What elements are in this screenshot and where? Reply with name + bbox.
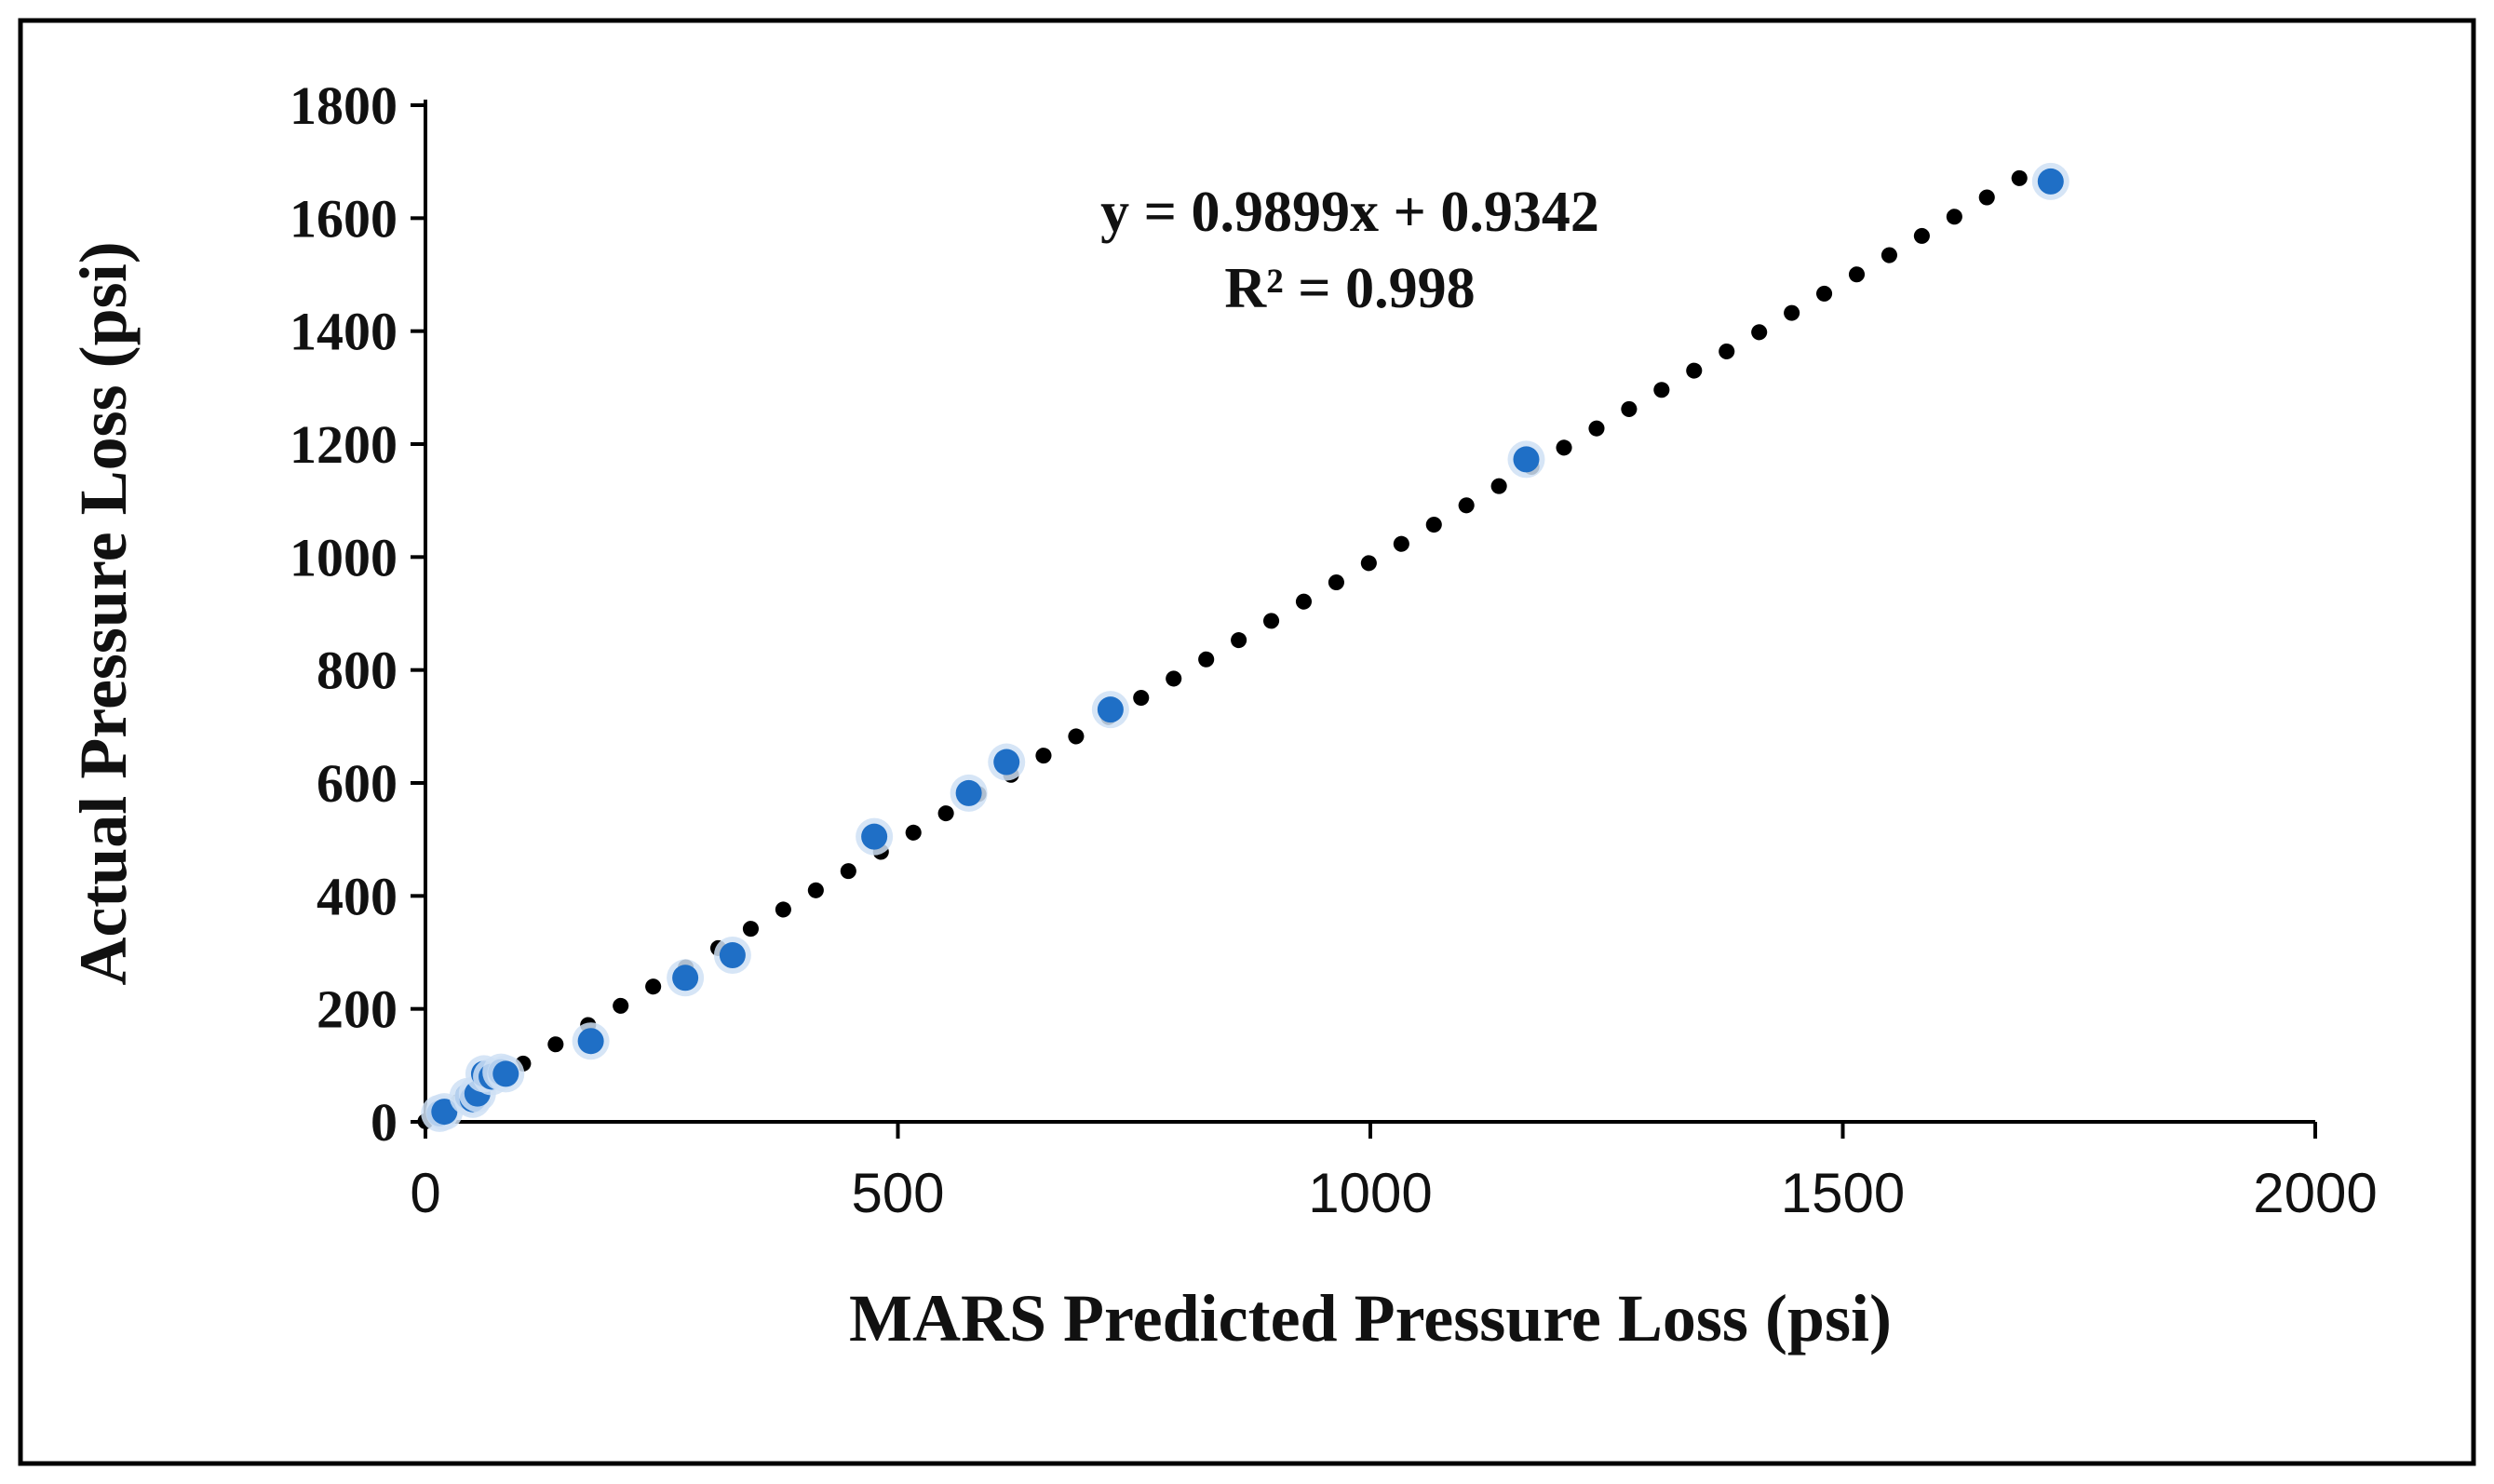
- trendline-path: [417, 163, 2040, 1129]
- trendline-r-squared: R² = 0.998: [1224, 257, 1475, 320]
- y-tick-label: 1400: [290, 302, 398, 362]
- trendline-equation: y = 0.9899x + 0.9342: [1100, 181, 1599, 244]
- x-axis-title: MARS Predicted Pressure Loss (psi): [849, 1281, 1892, 1356]
- y-tick-label: 200: [317, 979, 398, 1040]
- y-tick-label: 400: [317, 866, 398, 926]
- x-tick-label: 1000: [1308, 1162, 1432, 1224]
- data-point: [492, 1060, 519, 1087]
- data-point: [955, 779, 982, 806]
- y-axis-ticks: 0 200 400 600 800 1000 1200 1400 1600 1800: [290, 75, 425, 1153]
- data-point: [1097, 696, 1124, 723]
- y-tick-label: 1000: [290, 527, 398, 587]
- data-point: [577, 1028, 604, 1055]
- y-tick-label: 1600: [290, 188, 398, 249]
- data-point: [2037, 168, 2064, 195]
- data-point: [431, 1099, 458, 1126]
- y-axis-title: Actual Pressure Loss (psi): [66, 241, 141, 985]
- data-points: [421, 162, 2069, 1132]
- x-tick-label: 500: [851, 1162, 944, 1224]
- y-tick-label: 800: [317, 641, 398, 701]
- y-tick-label: 0: [371, 1092, 398, 1153]
- data-point: [672, 965, 699, 992]
- y-tick-label: 1800: [290, 75, 398, 136]
- data-point: [719, 942, 746, 969]
- trendline: [417, 163, 2040, 1129]
- x-tick-label: 0: [410, 1162, 440, 1224]
- data-point: [861, 823, 888, 850]
- x-tick-label: 1500: [1781, 1162, 1905, 1224]
- y-tick-label: 600: [317, 753, 398, 814]
- x-tick-label: 2000: [2253, 1162, 2377, 1224]
- data-point: [993, 749, 1020, 776]
- x-axis-ticks: 0 500 1000 1500 2000: [410, 1122, 2378, 1224]
- y-tick-label: 1200: [290, 414, 398, 475]
- chart-frame: [18, 18, 2476, 1466]
- data-point: [1513, 446, 1540, 473]
